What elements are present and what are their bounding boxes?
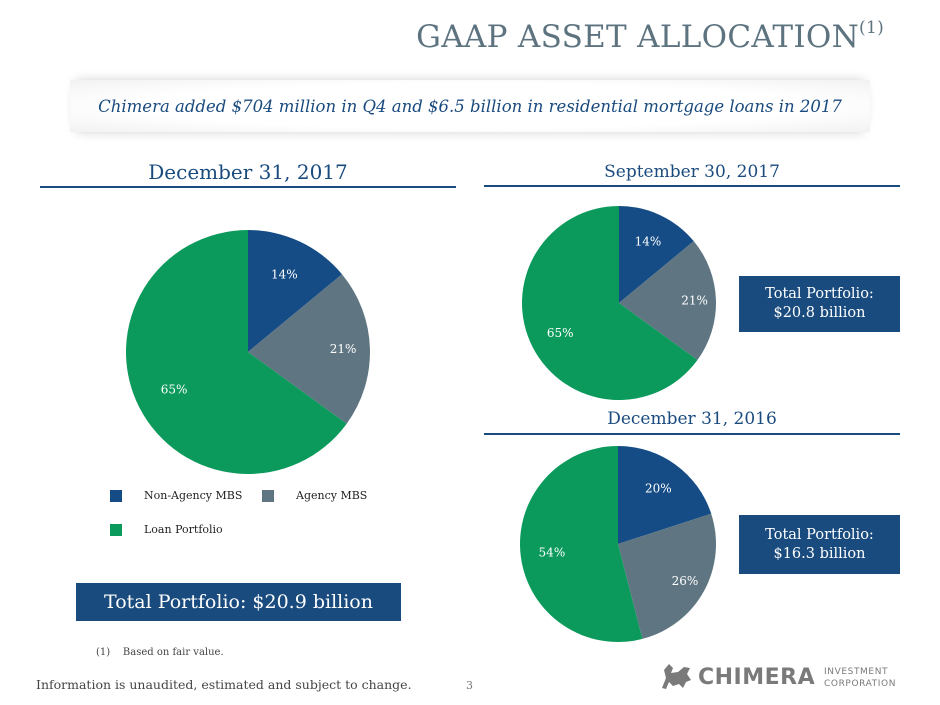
legend-swatch-loan [110,523,122,536]
chimera-logo-icon [662,664,691,689]
page-title: GAAP ASSET ALLOCATION(1) [416,18,884,55]
disclaimer: Information is unaudited, estimated and … [36,677,412,692]
legend-label-non-agency: Non-Agency MBS [144,489,243,502]
pie-slice-agency-sep-2017 [619,241,716,361]
total-portfolio-dec-2016: Total Portfolio: $16.3 billion [739,515,900,574]
footnote-text: Based on fair value. [122,647,224,658]
pie-label-loan-dec-2017: 65% [161,383,188,397]
pie-label-non-agency-dec-2017: 14% [271,268,298,282]
chart-title-underline-dec-2017 [40,186,456,188]
total-portfolio-dec-2017: Total Portfolio: $20.9 billion [76,583,401,621]
total-portfolio-dec-2016-line1: Total Portfolio: [765,526,874,543]
legend-swatch-non-agency [110,489,122,502]
pie-label-loan-dec-2016: 54% [539,545,566,559]
total-portfolio-dec-2016-line2: $16.3 billion [773,545,866,562]
total-portfolio-sep-2017-line2: $20.8 billion [773,305,866,321]
pie-slice-agency-dec-2016 [618,513,716,639]
pie-label-non-agency-sep-2017: 14% [635,235,662,249]
chart-title-underline-dec-2016 [484,433,900,435]
chart-title-dec-2016: December 31, 2016 [607,409,777,429]
summary-banner-text: Chimera added $704 million in Q4 and $6.… [98,96,842,116]
legend-label-agency: Agency MBS [296,489,368,502]
footnote: (1) Based on fair value. [96,647,224,658]
total-portfolio-sep-2017-line1: Total Portfolio: [765,286,874,302]
pie-label-agency-dec-2017: 21% [330,342,357,356]
pie-slice-loan-sep-2017 [522,206,698,400]
pie-chart-sep-2017: 14% 21% 65% [522,206,716,400]
pie-label-loan-sep-2017: 65% [547,326,574,340]
logo-wordmark: CHIMERA [698,665,816,690]
title-footnote-marker: (1) [859,18,884,38]
legend-item-loan: Loan Portfolio [110,523,223,536]
pie-chart-dec-2017: 14% 21% 65% [125,230,370,474]
pie-slice-loan-dec-2016 [519,446,643,642]
pie-label-agency-sep-2017: 21% [681,294,708,308]
legend-label-loan: Loan Portfolio [144,523,223,536]
page-number: 3 [466,679,473,692]
logo-line-corporation: CORPORATION [824,679,897,689]
legend-swatch-agency [262,489,274,502]
total-portfolio-dec-2017-text: Total Portfolio: $20.9 billion [104,591,373,613]
pie-slice-non-agency-sep-2017 [619,206,694,303]
chart-title-sep-2017: September 30, 2017 [604,162,780,182]
chart-title-underline-sep-2017 [484,185,900,187]
total-portfolio-sep-2017: Total Portfolio: $20.8 billion [739,276,900,332]
pie-label-agency-dec-2016: 26% [672,574,699,588]
footnote-marker: (1) [96,647,111,658]
pie-slice-agency-dec-2017 [248,274,370,424]
company-logo: CHIMERA INVESTMENT CORPORATION [660,660,912,692]
chart-title-dec-2017: December 31, 2017 [148,160,348,184]
pie-chart-dec-2016: 20% 26% 54% [519,446,716,642]
pie-slice-non-agency-dec-2016 [618,446,712,544]
pie-label-non-agency-dec-2016: 20% [645,482,672,496]
legend-item-agency: Agency MBS [262,489,367,502]
pie-slice-loan-dec-2017 [125,230,347,474]
logo-line-investment: INVESTMENT [824,667,889,677]
legend-item-non-agency: Non-Agency MBS [110,489,242,502]
pie-slice-non-agency-dec-2017 [248,230,343,352]
page-title-text: GAAP ASSET ALLOCATION [416,19,860,55]
summary-banner: Chimera added $704 million in Q4 and $6.… [70,80,870,132]
